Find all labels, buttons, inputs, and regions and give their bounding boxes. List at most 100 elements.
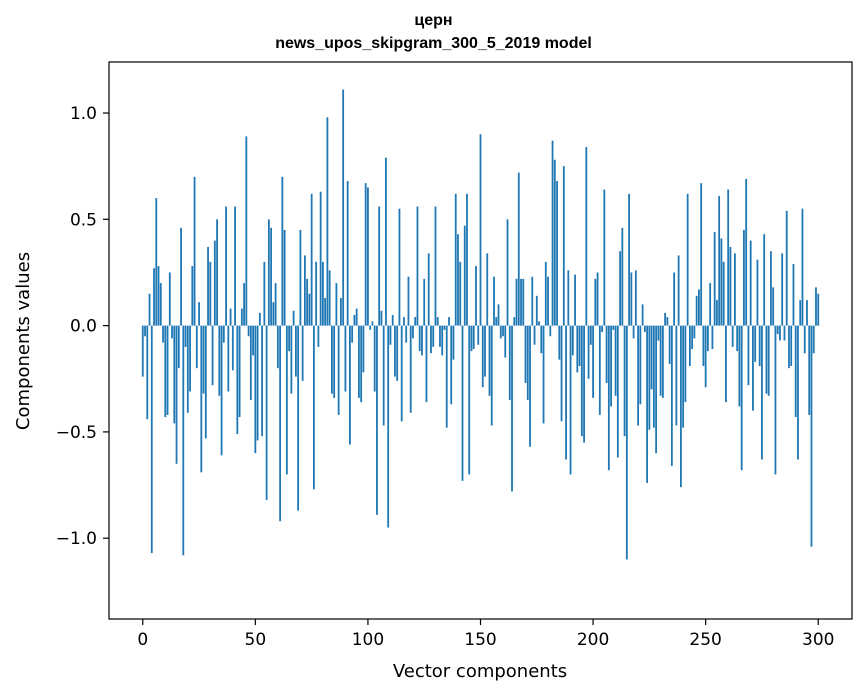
bar-component-295 xyxy=(806,300,808,326)
bar-component-214 xyxy=(623,325,626,437)
bar-component-107 xyxy=(382,325,385,426)
bar-component-38 xyxy=(227,325,230,392)
bar-component-70 xyxy=(299,229,302,326)
bar-component-207 xyxy=(607,325,610,471)
bar-component-96 xyxy=(358,325,360,398)
bar-component-100 xyxy=(367,187,369,326)
bar-component-140 xyxy=(457,234,459,326)
bar-component-15 xyxy=(175,325,178,464)
y-tick-label: 0.5 xyxy=(70,210,97,230)
bar-component-288 xyxy=(790,325,793,367)
bar-component-24 xyxy=(195,325,198,369)
bar-component-212 xyxy=(619,251,621,326)
x-tick-label: 300 xyxy=(802,630,834,650)
bar-component-13 xyxy=(171,325,173,339)
bar-component-163 xyxy=(508,325,511,401)
bar-component-176 xyxy=(538,321,540,326)
bar-component-243 xyxy=(688,325,691,367)
bar-component-263 xyxy=(734,253,736,326)
bar-component-272 xyxy=(754,325,757,362)
bar-component-184 xyxy=(556,181,558,326)
bar-component-217 xyxy=(630,272,633,326)
bar-component-180 xyxy=(547,276,549,326)
bar-component-57 xyxy=(270,227,273,326)
x-tick-label: 150 xyxy=(464,630,496,650)
bar-component-85 xyxy=(333,325,336,398)
y-tick-label: 1.0 xyxy=(70,104,97,124)
bar-component-86 xyxy=(335,283,338,326)
bar-component-63 xyxy=(283,229,286,326)
bar-component-36 xyxy=(222,325,225,343)
bar-component-79 xyxy=(319,191,322,326)
bar-component-161 xyxy=(504,325,507,358)
bar-component-104 xyxy=(376,325,378,515)
y-tick-label: 0.0 xyxy=(70,317,97,337)
bar-component-142 xyxy=(461,325,464,481)
bar-component-59 xyxy=(274,283,277,326)
bar-component-269 xyxy=(747,325,750,386)
bar-component-245 xyxy=(693,325,696,339)
bar-component-238 xyxy=(677,255,680,326)
bar-component-170 xyxy=(524,325,527,384)
bar-component-195 xyxy=(580,325,583,437)
bar-component-4 xyxy=(150,325,153,554)
bar-component-65 xyxy=(288,325,291,352)
bar-component-40 xyxy=(231,325,234,371)
bar-component-244 xyxy=(691,325,694,350)
bar-component-278 xyxy=(767,325,770,396)
bar-component-188 xyxy=(565,325,567,460)
bar-component-283 xyxy=(779,325,781,341)
bar-component-181 xyxy=(549,325,552,337)
bar-component-284 xyxy=(781,253,784,326)
bar-component-282 xyxy=(776,325,779,335)
bar-component-218 xyxy=(632,325,635,339)
bar-component-145 xyxy=(468,325,471,475)
bar-component-123 xyxy=(418,325,421,352)
bar-component-157 xyxy=(495,317,498,326)
bar-component-51 xyxy=(256,325,259,441)
bar-component-190 xyxy=(569,325,572,475)
bar-component-62 xyxy=(281,176,284,326)
bar-component-5 xyxy=(153,268,155,326)
x-tick-label: 50 xyxy=(245,630,267,650)
bar-component-9 xyxy=(162,325,164,343)
bar-component-200 xyxy=(592,325,594,398)
bar-component-68 xyxy=(294,325,297,377)
bar-component-285 xyxy=(783,325,786,341)
bar-component-136 xyxy=(448,317,450,326)
bar-component-223 xyxy=(643,325,646,332)
bar-component-206 xyxy=(605,325,608,384)
bar-component-291 xyxy=(797,325,799,460)
bar-component-235 xyxy=(670,325,673,466)
bar-component-251 xyxy=(707,325,709,352)
bar-component-105 xyxy=(378,206,381,326)
bar-component-46 xyxy=(245,136,248,326)
bar-component-110 xyxy=(389,325,392,345)
bar-component-89 xyxy=(342,89,345,326)
bar-component-179 xyxy=(544,261,547,326)
bar-component-67 xyxy=(292,310,295,326)
bar-component-287 xyxy=(788,325,790,369)
bar-component-3 xyxy=(148,293,151,326)
bar-component-54 xyxy=(263,261,266,326)
x-tick-label: 250 xyxy=(689,630,721,650)
bar-component-125 xyxy=(423,278,426,326)
x-tick-label: 100 xyxy=(352,630,384,650)
y-axis-label: Components values xyxy=(13,252,34,430)
bar-component-169 xyxy=(522,278,525,326)
chart-title: церн xyxy=(414,12,453,29)
bar-component-133 xyxy=(441,325,444,356)
bar-component-143 xyxy=(463,225,466,326)
bar-component-298 xyxy=(812,325,815,354)
bar-component-80 xyxy=(321,261,324,326)
bar-component-256 xyxy=(718,195,721,326)
bar-component-113 xyxy=(396,325,399,381)
bar-component-264 xyxy=(736,325,739,352)
bar-component-165 xyxy=(513,317,516,326)
bar-component-175 xyxy=(535,295,538,326)
bar-component-77 xyxy=(315,261,318,326)
bar-component-213 xyxy=(621,227,624,326)
bar-component-12 xyxy=(168,272,171,326)
bar-component-153 xyxy=(486,253,489,326)
